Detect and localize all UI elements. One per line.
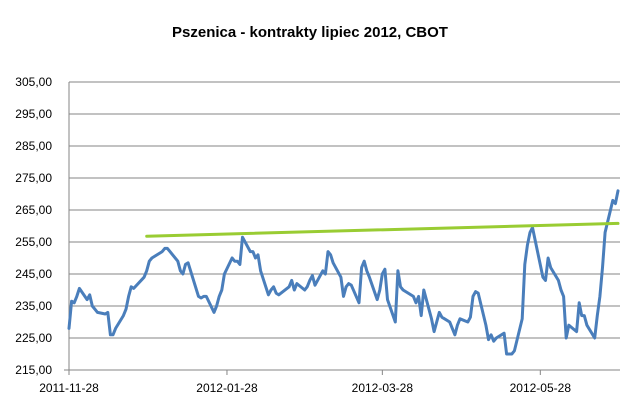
x-tick-label: 2011-11-28 xyxy=(39,381,99,395)
x-tick-label: 2012-01-28 xyxy=(196,381,258,395)
y-tick-label: 305,00 xyxy=(15,75,52,89)
grid xyxy=(69,81,620,339)
y-tick-label: 235,00 xyxy=(15,299,52,313)
chart-title: Pszenica - kontrakty lipiec 2012, CBOT xyxy=(172,24,448,41)
y-tick-label: 295,00 xyxy=(15,107,52,121)
y-tick-label: 225,00 xyxy=(15,331,52,345)
y-tick-label: 255,00 xyxy=(15,235,52,249)
y-tick-label: 245,00 xyxy=(15,267,52,281)
y-tick-label: 265,00 xyxy=(15,203,52,217)
trend-line xyxy=(145,221,620,238)
series xyxy=(67,189,620,356)
y-tick-label: 215,00 xyxy=(15,363,52,377)
axes: 305,00 295,00 285,00 275,00 265,00 255,00 245,… xyxy=(15,75,620,395)
y-tick-label: 285,00 xyxy=(15,139,52,153)
x-tick-label: 2012-03-28 xyxy=(352,381,414,395)
price-line xyxy=(67,189,620,356)
y-tick-label: 275,00 xyxy=(15,171,52,185)
x-tick-label: 2012-05-28 xyxy=(510,381,572,395)
